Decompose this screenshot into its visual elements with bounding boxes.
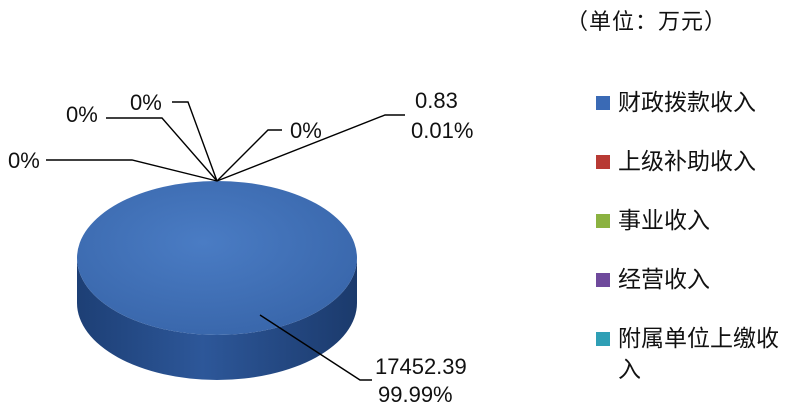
leader-line-4 [216, 114, 405, 182]
leader-line-3 [216, 129, 282, 182]
leader-line-main [259, 314, 372, 381]
leader-line-2 [172, 101, 218, 182]
data-labels: 0% 0% 0% 0% 0.83 0.01% 17452.39 99.99% [8, 88, 473, 407]
leader-lines [46, 101, 405, 381]
data-label-percent: 99.99% [378, 382, 453, 407]
data-label-extra: 0% [8, 148, 40, 173]
legend-item-affiliated: 附属单位上缴收入 [596, 324, 788, 386]
legend-label: 附属单位上缴收入 [618, 326, 779, 383]
data-label-percent: 0.01% [411, 118, 473, 143]
data-label-percent: 0% [66, 102, 98, 127]
pie-slice-side [77, 258, 357, 380]
legend-label: 事业收入 [618, 208, 710, 234]
data-label-value: 17452.39 [375, 354, 467, 379]
legend-label: 财政拨款收入 [618, 90, 756, 116]
legend-swatch [596, 155, 610, 169]
leader-line-0 [46, 159, 218, 182]
legend-item-fiscal: 财政拨款收入 [596, 88, 788, 119]
unit-label: （单位：万元） [566, 10, 728, 35]
legend-swatch [596, 332, 610, 346]
legend-swatch [596, 273, 610, 287]
legend-swatch [596, 96, 610, 110]
legend-item-superior-subsidy: 上级补助收入 [596, 147, 788, 178]
data-label-value: 0.83 [415, 88, 458, 113]
legend-label: 上级补助收入 [618, 149, 756, 175]
data-label-percent: 0% [290, 118, 322, 143]
leader-line-1 [106, 117, 218, 182]
data-label-percent: 0% [130, 90, 162, 115]
legend-item-operating: 经营收入 [596, 265, 788, 296]
pie-body [77, 181, 357, 380]
legend-item-business: 事业收入 [596, 206, 788, 237]
legend-label: 经营收入 [618, 267, 710, 293]
pie-slice-top [77, 181, 357, 335]
legend-swatch [596, 214, 610, 228]
